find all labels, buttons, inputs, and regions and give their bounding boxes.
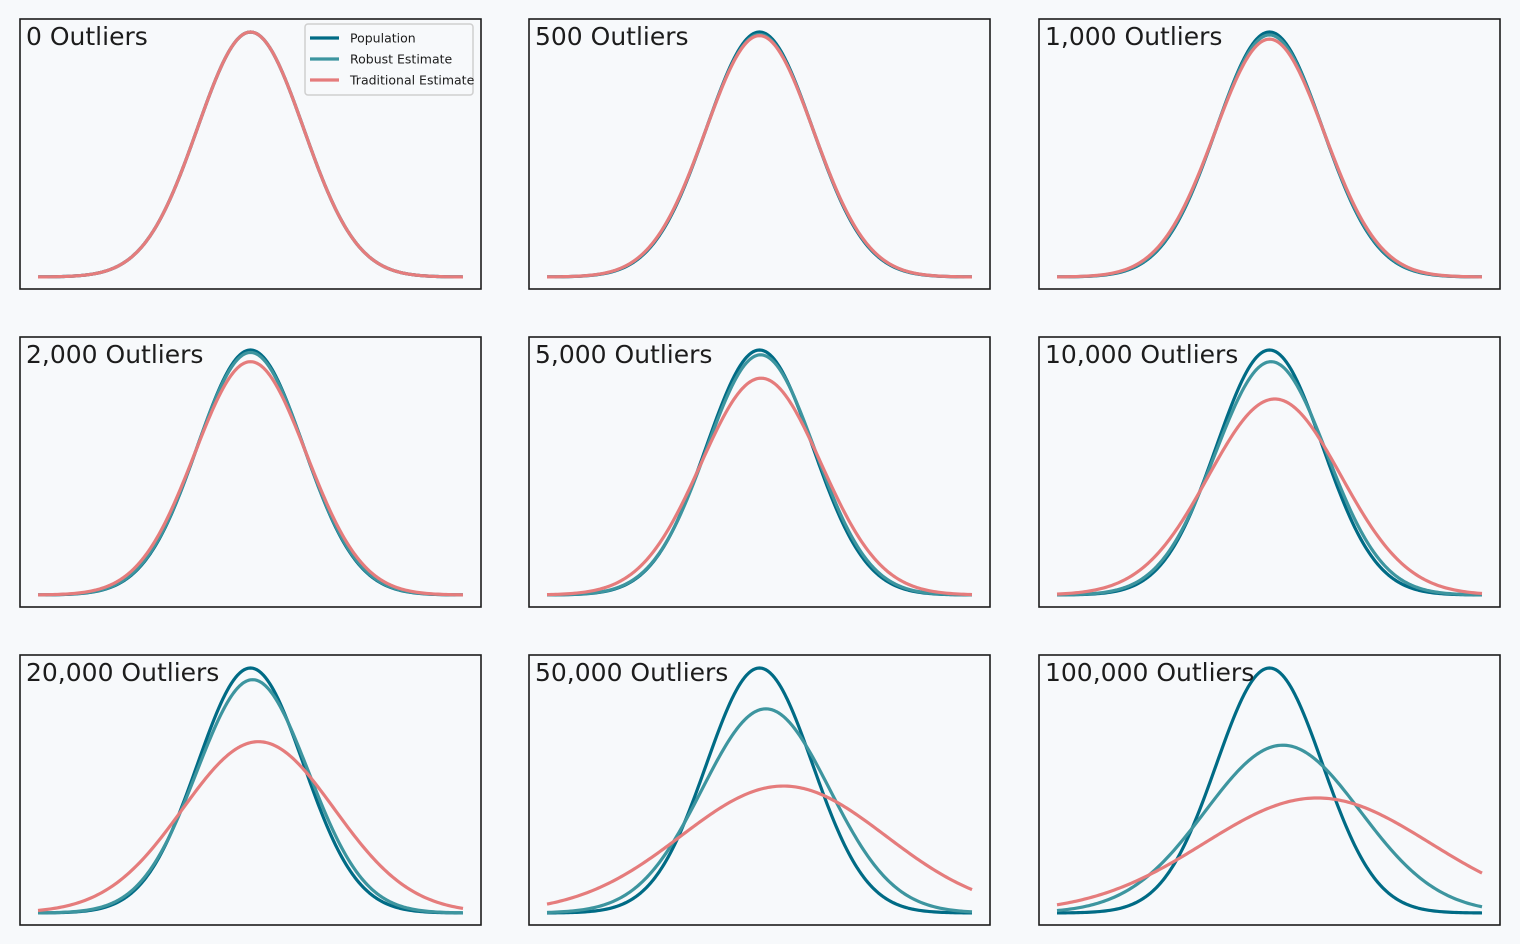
panel-background [1039, 337, 1500, 607]
panel-frame [19, 18, 482, 290]
panel-frame [19, 654, 482, 926]
panel-frame [1038, 654, 1501, 926]
series-line-robust [546, 707, 973, 915]
panel-background [20, 337, 481, 607]
panel-100-000-outliers: 100,000 Outliers [1038, 654, 1501, 926]
panel-0-outliers: 0 Outliers Population Robust Estimate Tradi… [19, 18, 482, 290]
panel-background [529, 19, 990, 289]
series-line-robust [37, 678, 464, 915]
series-line-traditional [1056, 37, 1483, 279]
panel-title: 5,000 Outliers [535, 340, 712, 369]
panel-title: 0 Outliers [26, 22, 148, 51]
panel-title: 100,000 Outliers [1045, 658, 1254, 687]
series-line-traditional [1056, 796, 1483, 907]
legend-label-robust: Robust Estimate [350, 52, 453, 67]
series-line-traditional [37, 360, 464, 597]
series-line-robust [1056, 743, 1483, 913]
series-line-traditional [37, 740, 464, 913]
panel-5-000-outliers: 5,000 Outliers [528, 336, 991, 608]
panel-title: 50,000 Outliers [535, 658, 728, 687]
panel-title: 20,000 Outliers [26, 658, 219, 687]
series-line-robust [1056, 360, 1483, 597]
series-line-robust [546, 353, 973, 597]
series-line-traditional [546, 34, 973, 279]
series-line-population [1056, 666, 1483, 915]
panel-title: 1,000 Outliers [1045, 22, 1222, 51]
legend: Population Robust Estimate Traditional Est… [304, 23, 475, 96]
panel-frame [1038, 18, 1501, 290]
panel-frame [528, 336, 991, 608]
panel-background [20, 655, 481, 925]
series-line-traditional [37, 30, 464, 279]
series-line-traditional [1056, 397, 1483, 596]
panel-title: 500 Outliers [535, 22, 689, 51]
panel-background [1039, 19, 1500, 289]
panel-frame [528, 654, 991, 926]
panel-title: 2,000 Outliers [26, 340, 203, 369]
panel-1-000-outliers: 1,000 Outliers [1038, 18, 1501, 290]
panel-500-outliers: 500 Outliers [528, 18, 991, 290]
series-line-population [546, 666, 973, 915]
legend-label-population: Population [350, 31, 416, 46]
panel-20-000-outliers: 20,000 Outliers [19, 654, 482, 926]
panel-2-000-outliers: 2,000 Outliers [19, 336, 482, 608]
panel-frame [1038, 336, 1501, 608]
series-line-robust [37, 350, 464, 597]
series-line-traditional [546, 784, 973, 906]
panel-frame [19, 336, 482, 608]
panel-50-000-outliers: 50,000 Outliers [528, 654, 991, 926]
panel-10-000-outliers: 10,000 Outliers [1038, 336, 1501, 608]
panel-frame [528, 18, 991, 290]
legend-box [304, 23, 474, 96]
legend-label-traditional: Traditional Estimate [349, 73, 475, 88]
panel-background [529, 337, 990, 607]
panel-title: 10,000 Outliers [1045, 340, 1238, 369]
series-line-traditional [546, 376, 973, 597]
